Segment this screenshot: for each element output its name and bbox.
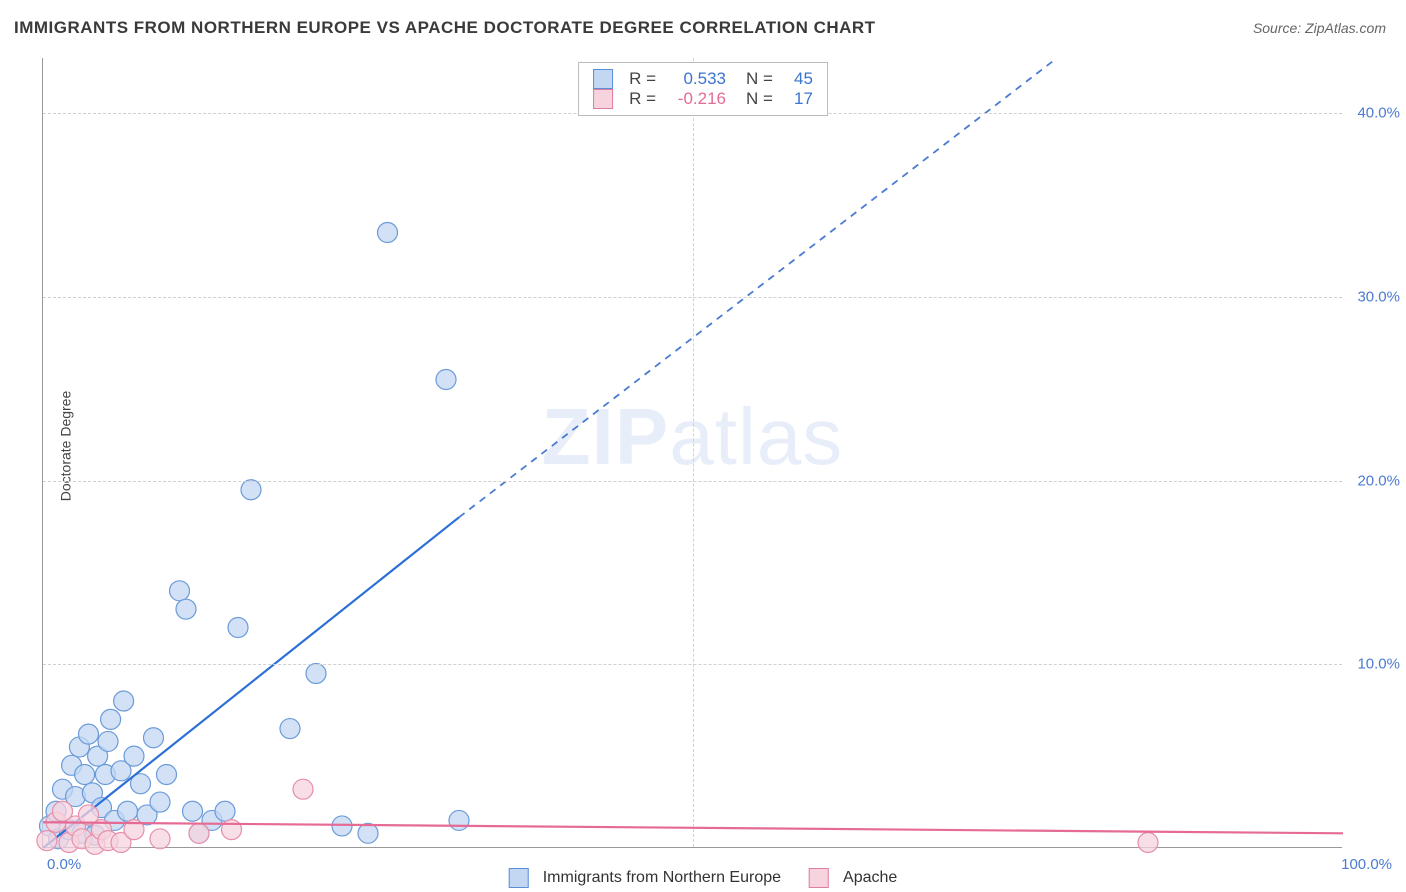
scatter-point-northern_europe [449, 810, 469, 830]
legend-bottom-label: Apache [843, 869, 897, 887]
legend-swatch [593, 89, 613, 109]
scatter-point-apache [189, 823, 209, 843]
scatter-point-northern_europe [358, 823, 378, 843]
trendline-northern_europe [43, 517, 459, 848]
y-tick-label: 20.0% [1350, 472, 1400, 489]
scatter-point-northern_europe [306, 663, 326, 683]
legend-top-row: R = 0.533 N = 45 [593, 69, 813, 89]
scatter-point-northern_europe [79, 724, 99, 744]
scatter-point-apache [150, 829, 170, 849]
y-tick-label: 40.0% [1350, 105, 1400, 122]
legend-r-value: 0.533 [666, 69, 726, 89]
legend-r-label: R = [629, 69, 656, 89]
legend-swatch [509, 868, 529, 888]
scatter-point-apache [37, 831, 57, 851]
scatter-point-northern_europe [124, 746, 144, 766]
scatter-point-northern_europe [170, 581, 190, 601]
header: IMMIGRANTS FROM NORTHERN EUROPE VS APACH… [0, 0, 1406, 50]
scatter-point-northern_europe [118, 801, 138, 821]
scatter-point-northern_europe [101, 709, 121, 729]
page-title: IMMIGRANTS FROM NORTHERN EUROPE VS APACH… [14, 18, 876, 38]
legend-r-label: R = [629, 89, 656, 109]
legend-swatch [593, 69, 613, 89]
legend-bottom-item: Immigrants from Northern Europe [509, 868, 781, 888]
scatter-point-northern_europe [436, 370, 456, 390]
x-tick-label: 100.0% [1341, 856, 1392, 873]
scatter-point-northern_europe [378, 223, 398, 243]
scatter-point-apache [222, 820, 242, 840]
scatter-point-northern_europe [183, 801, 203, 821]
legend-n-label: N = [746, 89, 773, 109]
legend-n-value: 17 [783, 89, 813, 109]
scatter-point-northern_europe [144, 728, 164, 748]
legend-top-row: R = -0.216 N = 17 [593, 89, 813, 109]
scatter-point-northern_europe [228, 618, 248, 638]
chart-area: ZIPatlas 10.0%20.0%30.0%40.0%0.0%100.0% [42, 58, 1342, 848]
scatter-point-northern_europe [241, 480, 261, 500]
scatter-point-northern_europe [150, 792, 170, 812]
legend-swatch [809, 868, 829, 888]
scatter-point-apache [1138, 832, 1158, 852]
series-legend: Immigrants from Northern Europe Apache [499, 866, 908, 890]
scatter-point-northern_europe [98, 731, 118, 751]
legend-n-value: 45 [783, 69, 813, 89]
scatter-point-northern_europe [114, 691, 134, 711]
legend-r-value: -0.216 [666, 89, 726, 109]
source-prefix: Source: [1253, 20, 1305, 36]
scatter-point-apache [293, 779, 313, 799]
source-name: ZipAtlas.com [1305, 20, 1386, 36]
scatter-point-northern_europe [75, 765, 95, 785]
scatter-point-northern_europe [280, 719, 300, 739]
legend-bottom-item: Apache [809, 868, 897, 888]
scatter-point-northern_europe [176, 599, 196, 619]
legend-n-label: N = [746, 69, 773, 89]
scatter-point-northern_europe [215, 801, 235, 821]
legend-bottom-label: Immigrants from Northern Europe [543, 869, 781, 887]
y-tick-label: 10.0% [1350, 656, 1400, 673]
x-tick-label: 0.0% [47, 856, 81, 873]
y-tick-label: 30.0% [1350, 288, 1400, 305]
trendline-dashed-northern_europe [459, 58, 1057, 517]
gridline-v [693, 58, 694, 847]
scatter-point-northern_europe [157, 765, 177, 785]
source-label: Source: ZipAtlas.com [1253, 20, 1386, 36]
correlation-legend: R = 0.533 N = 45 R = -0.216 N = 17 [578, 62, 828, 116]
